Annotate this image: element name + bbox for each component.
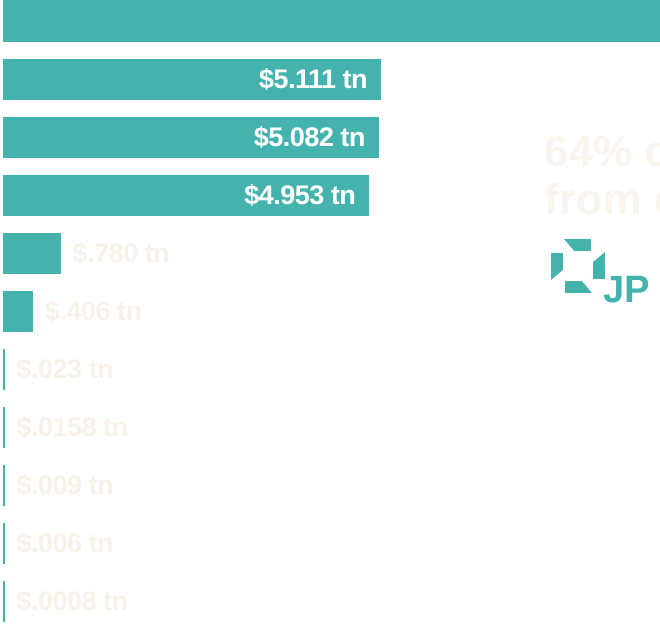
headline-line-2: from c (544, 175, 660, 224)
bar-top-cropped (3, 0, 660, 42)
bar-value-label-6: $.023 tn (16, 354, 114, 384)
bar-value-label-3: $4.953 tn (244, 180, 356, 210)
bar-value-label-1: $5.111 tn (258, 64, 368, 94)
bar-2 (3, 117, 379, 158)
bar-value-label-7: $.0158 tn (16, 412, 129, 442)
bar-value-label-8: $.009 tn (16, 470, 114, 500)
bar-value-label-4: $.780 tn (72, 238, 170, 268)
bar-6 (3, 349, 5, 390)
octagon-logo-icon (551, 239, 605, 293)
bar-value-label-2: $5.082 tn (253, 122, 366, 152)
bar-value-label-10: $.0008 tn (16, 586, 129, 616)
bar-3 (3, 175, 370, 216)
bar-4 (3, 233, 61, 274)
bar-1 (3, 59, 381, 100)
bar-10 (3, 581, 5, 622)
bar-value-label-5: $.406 tn (45, 296, 142, 326)
logo-text: JP (603, 269, 650, 311)
bar-value-label-9: $.006 tn (16, 528, 114, 558)
bar-8 (3, 465, 5, 506)
bar-7 (3, 407, 5, 448)
bar-9 (3, 523, 5, 564)
bar-5 (3, 291, 34, 332)
headline-line-1: 64% o (544, 127, 660, 176)
